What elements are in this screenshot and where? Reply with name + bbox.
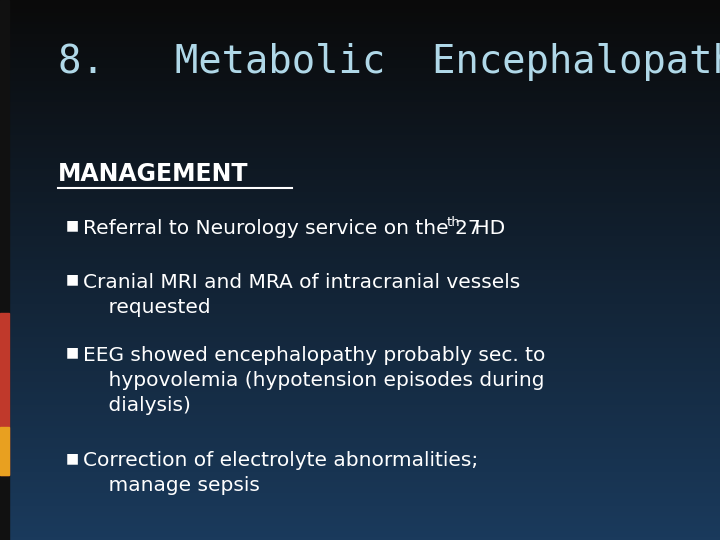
Bar: [0, 427, 9, 475]
Text: Cranial MRI and MRA of intracranial vessels
    requested: Cranial MRI and MRA of intracranial vess…: [83, 273, 520, 316]
Text: Correction of electrolyte abnormalities;
    manage sepsis: Correction of electrolyte abnormalities;…: [83, 451, 478, 495]
Text: MANAGEMENT: MANAGEMENT: [58, 162, 248, 186]
Bar: [0, 0, 9, 540]
Text: HD: HD: [468, 219, 505, 238]
Text: 8.   Metabolic  Encephalopathy: 8. Metabolic Encephalopathy: [58, 43, 720, 81]
Text: ■: ■: [66, 346, 79, 360]
Text: EEG showed encephalopathy probably sec. to
    hypovolemia (hypotension episodes: EEG showed encephalopathy probably sec. …: [83, 346, 545, 415]
Bar: [0, 313, 9, 475]
Text: Referral to Neurology service on the 27: Referral to Neurology service on the 27: [83, 219, 480, 238]
Text: ■: ■: [66, 219, 79, 233]
Text: ■: ■: [66, 451, 79, 465]
Text: ■: ■: [66, 273, 79, 287]
Text: th: th: [446, 216, 460, 229]
